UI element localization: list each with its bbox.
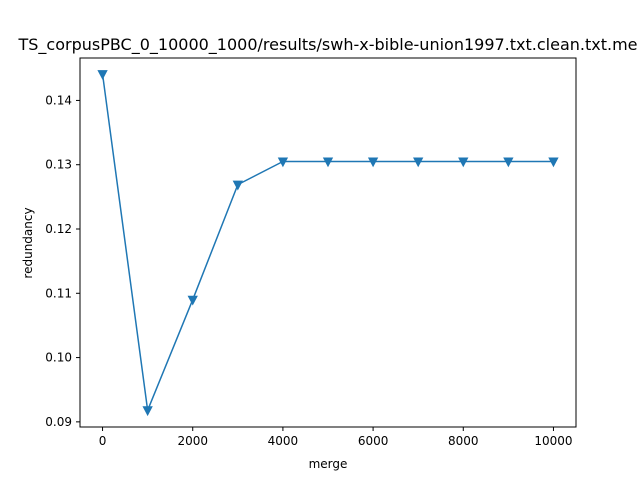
y-tick-label: 0.14 <box>45 93 72 107</box>
axes-frame <box>79 57 577 428</box>
y-tick-label: 0.10 <box>45 351 72 365</box>
data-point-marker <box>548 157 559 168</box>
x-axis-label: merge <box>309 457 348 471</box>
y-tick-label: 0.12 <box>45 222 72 236</box>
data-point-marker <box>413 157 424 168</box>
x-tick-label: 2000 <box>177 434 208 448</box>
x-tick-label: 4000 <box>268 434 299 448</box>
chart-title: TS_corpusPBC_0_10000_1000/results/swh-x-… <box>17 35 637 55</box>
x-tick-label: 0 <box>99 434 107 448</box>
data-point-marker <box>232 180 243 191</box>
x-tick-label: 6000 <box>358 434 389 448</box>
data-point-marker <box>322 157 334 168</box>
data-point-marker <box>97 70 108 80</box>
data-point-marker <box>142 406 153 417</box>
x-tick-label: 10000 <box>534 434 572 448</box>
y-axis-ticks: 0.09 0.10 0.11 0.12 0.13 0.14 <box>45 93 80 429</box>
data-point-marker <box>458 157 469 168</box>
y-tick-label: 0.09 <box>45 415 72 429</box>
y-axis-label: redundancy <box>21 207 35 278</box>
x-axis-ticks: 0 2000 4000 6000 8000 10000 <box>99 427 573 448</box>
y-tick-label: 0.11 <box>45 286 72 300</box>
x-tick-label: 8000 <box>448 434 479 448</box>
data-point-marker <box>187 295 198 306</box>
data-point-marker <box>277 157 289 168</box>
plot-area <box>97 70 559 417</box>
data-point-marker <box>367 157 379 168</box>
data-point-marker <box>503 157 514 168</box>
y-tick-label: 0.13 <box>45 158 72 172</box>
